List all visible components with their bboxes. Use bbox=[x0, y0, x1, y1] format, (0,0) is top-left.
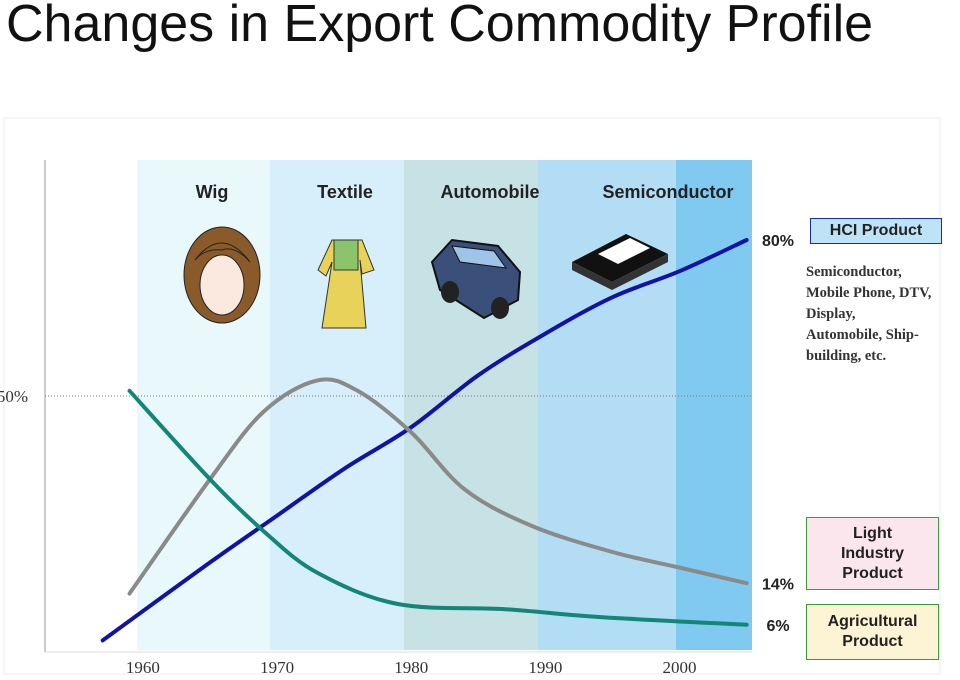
legend-item: HCI Product bbox=[810, 218, 942, 244]
legend-label: Agricultural Product bbox=[827, 613, 918, 650]
series-line bbox=[100, 238, 749, 643]
automobile-icon bbox=[430, 238, 522, 320]
band bbox=[404, 160, 538, 650]
band bbox=[270, 160, 404, 650]
textile-icon bbox=[317, 239, 375, 329]
annotation: Semiconductor, Mobile Phone, DTV, Display,… bbox=[806, 262, 960, 367]
x-tick-label: 1980 bbox=[394, 658, 428, 677]
annotation-line: building, etc. bbox=[806, 348, 887, 364]
annotation-line: Mobile Phone, DTV, bbox=[806, 285, 932, 301]
legend-item: Light Industry Product bbox=[806, 517, 939, 590]
era-label: Wig bbox=[196, 182, 229, 202]
annotation-line: Semiconductor, bbox=[806, 264, 902, 280]
value-label: 80% bbox=[762, 233, 794, 250]
icons bbox=[183, 226, 668, 329]
y-tick-label: 50% bbox=[0, 387, 28, 406]
x-tick-label: 1960 bbox=[126, 658, 160, 677]
era-label: Semiconductor bbox=[602, 182, 733, 202]
semiconductor-icon bbox=[572, 234, 668, 290]
x-tick-label: 1970 bbox=[260, 658, 294, 677]
series-line bbox=[127, 388, 749, 627]
chart-title: Changes in Export Commodity Profile bbox=[6, 0, 874, 53]
legend-label: HCI Product bbox=[829, 222, 923, 239]
value-label: 6% bbox=[766, 618, 789, 635]
legend-label: Light Industry Product bbox=[840, 524, 905, 582]
series-line bbox=[127, 377, 749, 596]
wig-icon bbox=[183, 226, 261, 324]
annotation-line: Display, bbox=[806, 306, 856, 322]
x-tick-label: 2000 bbox=[663, 658, 697, 677]
x-tick-label: 1990 bbox=[528, 658, 562, 677]
era-label: Textile bbox=[317, 182, 373, 202]
era-label: Automobile bbox=[441, 182, 540, 202]
frame bbox=[3, 117, 941, 675]
annotation-line: Automobile, Ship- bbox=[806, 327, 919, 343]
band bbox=[538, 160, 676, 650]
value-label: 14% bbox=[762, 576, 794, 593]
legend-item: Agricultural Product bbox=[806, 604, 939, 660]
